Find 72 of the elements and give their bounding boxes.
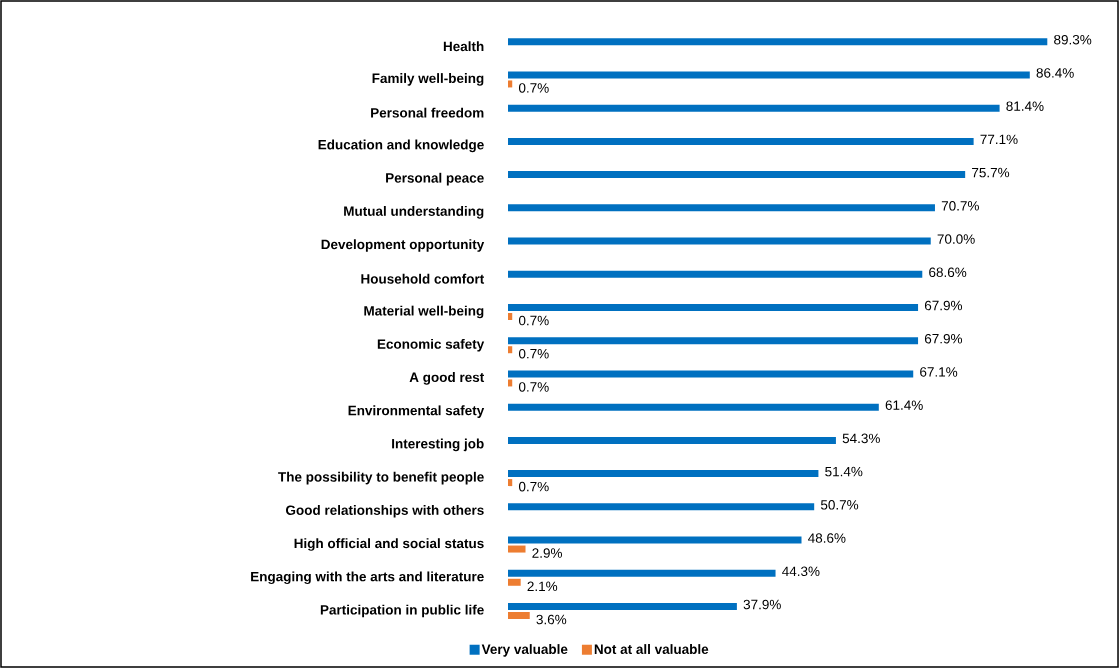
bar — [508, 578, 521, 586]
y-tick-label: Personal freedom — [371, 107, 484, 118]
data-label: 48.6% — [808, 533, 846, 543]
bar — [508, 470, 819, 478]
y-tick-label: High official and social status — [294, 538, 484, 551]
data-label: 89.3% — [1054, 34, 1092, 45]
bar — [508, 436, 836, 444]
bar — [508, 346, 513, 354]
data-label: 0.7% — [518, 83, 549, 93]
bar — [508, 536, 802, 544]
data-label: 0.7% — [518, 315, 549, 326]
y-tick-label: Personal peace — [386, 172, 484, 186]
bar — [508, 503, 815, 511]
bar — [508, 237, 931, 245]
y-tick-label: Participation in public life — [320, 604, 484, 618]
bar — [508, 545, 526, 553]
bar — [508, 71, 1030, 79]
y-tick-label: Material well-being — [364, 305, 484, 319]
data-label: 81.4% — [1006, 101, 1044, 111]
data-label: 70.0% — [937, 234, 975, 244]
bar — [508, 38, 1048, 46]
data-label: 3.6% — [536, 614, 567, 625]
data-label: 0.7% — [518, 348, 549, 359]
y-tick-label: A good rest — [409, 372, 485, 385]
bar — [508, 80, 513, 88]
data-label: 44.3% — [782, 566, 820, 577]
y-tick-label: Interesting job — [392, 438, 484, 452]
y-tick-label: Health — [443, 41, 484, 52]
legend-label: Very valuable — [481, 644, 568, 657]
data-label: 2.1% — [527, 581, 558, 592]
bar — [508, 303, 919, 311]
data-label: 67.1% — [920, 367, 958, 377]
y-tick-label: Mutual understanding — [344, 206, 484, 219]
bar — [508, 569, 776, 577]
y-tick-label: Family well-being — [372, 73, 484, 86]
data-label: 61.4% — [885, 400, 923, 410]
data-label: 54.3% — [842, 433, 880, 444]
bar — [508, 312, 513, 320]
data-label: 0.7% — [518, 481, 549, 492]
data-label: 77.1% — [980, 134, 1018, 145]
bar — [508, 204, 935, 212]
legend-label: Not at all valuable — [594, 644, 709, 655]
data-label: 37.9% — [743, 599, 781, 610]
data-label: 2.9% — [532, 548, 562, 558]
y-tick-label: The possibility to benefit people — [278, 471, 484, 485]
data-label: 70.7% — [941, 201, 979, 211]
bar — [508, 370, 914, 378]
data-label: 68.6% — [929, 267, 967, 278]
y-tick-label: Development opportunity — [321, 239, 485, 252]
y-tick-label: Economic safety — [377, 338, 485, 352]
bar — [508, 379, 513, 387]
data-label: 86.4% — [1036, 68, 1074, 78]
data-label: 0.7% — [518, 382, 549, 392]
data-label: 51.4% — [825, 466, 863, 477]
y-tick-label: Environmental safety — [348, 405, 485, 418]
y-tick-label: Good relationships with others — [286, 505, 484, 518]
bar — [508, 403, 879, 411]
bar — [508, 270, 923, 278]
bar — [508, 171, 966, 179]
bar — [508, 137, 974, 145]
data-label: 67.9% — [924, 300, 963, 311]
bar — [508, 104, 1000, 112]
bar — [508, 337, 919, 345]
bar — [508, 612, 530, 619]
bar — [508, 603, 737, 610]
y-tick-label: Household comfort — [361, 273, 485, 284]
bar — [508, 479, 513, 487]
y-tick-label: Engaging with the arts and literature — [251, 571, 484, 585]
y-tick-label: Education and knowledge — [318, 139, 484, 153]
data-label: 50.7% — [820, 500, 859, 510]
data-label: 75.7% — [972, 167, 1010, 178]
data-label: 67.9% — [924, 333, 963, 344]
